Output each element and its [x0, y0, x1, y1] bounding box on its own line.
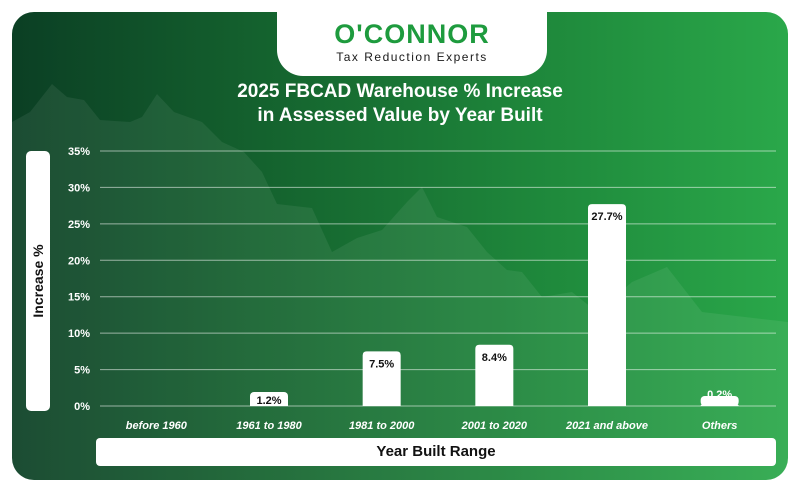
x-tick-label: Others	[702, 420, 737, 432]
y-tick-label: 25%	[68, 219, 90, 231]
bar-value-label: 27.7%	[591, 211, 622, 223]
bar-value-label: 8.4%	[482, 352, 507, 364]
y-axis-label-box	[26, 151, 50, 411]
y-tick-label: 20%	[68, 255, 90, 267]
x-axis-label: Year Built Range	[96, 438, 776, 466]
bar	[250, 392, 288, 406]
bar-value-label: 7.5%	[369, 358, 394, 370]
y-tick-label: 5%	[74, 365, 90, 377]
y-tick-label: 0%	[74, 401, 90, 413]
x-tick-label: 2021 and above	[565, 420, 648, 432]
chart-title: 2025 FBCAD Warehouse % Increase in Asses…	[0, 80, 800, 128]
brand-tagline: Tax Reduction Experts	[336, 50, 488, 64]
bar	[700, 396, 739, 406]
y-tick-label: 30%	[68, 182, 90, 194]
bar	[588, 204, 626, 406]
y-tick-label: 35%	[68, 146, 90, 158]
bar-value-label: 0.2%	[707, 389, 732, 401]
bar	[475, 344, 514, 406]
x-tick-label: 1981 to 2000	[349, 420, 415, 432]
y-tick-label: 10%	[68, 328, 90, 340]
chart-title-line-1: 2025 FBCAD Warehouse % Increase	[237, 81, 563, 102]
bar-value-label: 1.2%	[256, 395, 281, 407]
logo: O'CONNOR Tax Reduction Experts	[277, 12, 547, 76]
bar	[362, 351, 401, 406]
x-tick-label: before 1960	[126, 420, 188, 432]
y-tick-label: 15%	[68, 292, 90, 304]
x-tick-label: 2001 to 2020	[461, 420, 528, 432]
x-tick-label: 1961 to 1980	[236, 420, 302, 432]
chart-title-line-2: in Assessed Value by Year Built	[257, 105, 543, 126]
brand-name: O'CONNOR	[334, 19, 490, 49]
